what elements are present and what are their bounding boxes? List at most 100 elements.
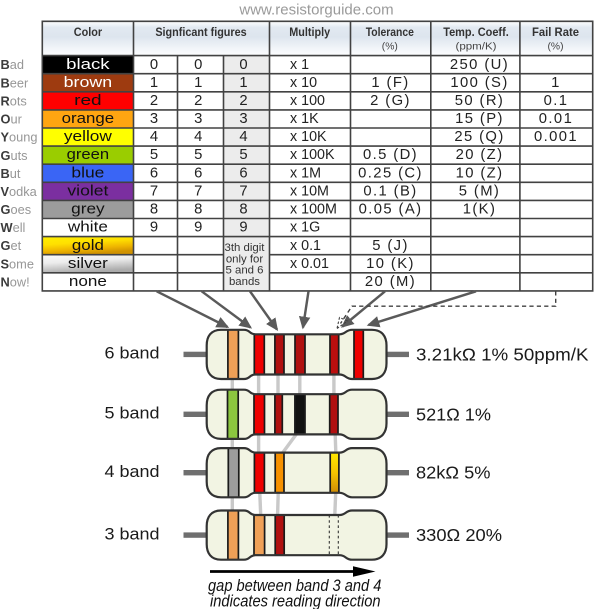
svg-text:7: 7 bbox=[194, 184, 202, 200]
svg-text:green: green bbox=[67, 146, 110, 163]
svg-text:15 (P): 15 (P) bbox=[455, 111, 504, 127]
svg-text:2 (G): 2 (G) bbox=[370, 93, 411, 109]
svg-text:Bad: Bad bbox=[1, 57, 24, 72]
svg-text:blue: blue bbox=[71, 164, 104, 181]
svg-text:x 0.01: x 0.01 bbox=[290, 256, 329, 272]
svg-text:x 1M: x 1M bbox=[290, 165, 321, 181]
svg-text:0.01: 0.01 bbox=[539, 111, 573, 127]
svg-text:100 (S): 100 (S) bbox=[450, 75, 508, 91]
svg-text:5 (M): 5 (M) bbox=[459, 184, 501, 200]
svg-text:6: 6 bbox=[239, 165, 247, 181]
svg-text:Young: Young bbox=[1, 130, 38, 145]
svg-text:Well: Well bbox=[1, 220, 26, 235]
svg-text:yellow: yellow bbox=[64, 128, 112, 145]
svg-text:gold: gold bbox=[72, 237, 104, 254]
svg-text:6 band: 6 band bbox=[105, 345, 160, 363]
svg-text:4: 4 bbox=[239, 129, 247, 145]
svg-text:3th digit: 3th digit bbox=[225, 242, 266, 254]
svg-text:gap between band 3 and 4: gap between band 3 and 4 bbox=[208, 577, 381, 595]
svg-text:bands: bands bbox=[229, 276, 260, 288]
svg-text:8: 8 bbox=[239, 202, 247, 218]
svg-text:1: 1 bbox=[150, 75, 158, 91]
svg-text:0.001: 0.001 bbox=[534, 129, 578, 145]
svg-text:Our: Our bbox=[1, 112, 23, 127]
svg-text:4: 4 bbox=[194, 129, 202, 145]
svg-text:x 10M: x 10M bbox=[290, 184, 329, 200]
svg-text:black: black bbox=[66, 56, 110, 73]
svg-text:x 1: x 1 bbox=[290, 57, 309, 73]
svg-text:grey: grey bbox=[71, 201, 105, 218]
svg-text:1: 1 bbox=[194, 75, 202, 91]
svg-text:x 100M: x 100M bbox=[290, 202, 337, 218]
svg-text:3: 3 bbox=[150, 111, 158, 127]
svg-text:none: none bbox=[69, 273, 107, 290]
svg-text:Now!: Now! bbox=[1, 275, 30, 290]
svg-text:brown: brown bbox=[64, 74, 113, 91]
svg-text:3.21kΩ 1% 50ppm/K: 3.21kΩ 1% 50ppm/K bbox=[416, 344, 589, 364]
svg-text:only for: only for bbox=[226, 253, 264, 265]
svg-text:Get: Get bbox=[1, 238, 22, 253]
svg-text:50 (R): 50 (R) bbox=[455, 93, 505, 109]
svg-text:6: 6 bbox=[150, 165, 158, 181]
svg-text:violet: violet bbox=[67, 183, 109, 200]
svg-text:0: 0 bbox=[150, 57, 158, 73]
svg-text:(%): (%) bbox=[547, 42, 563, 53]
svg-text:82kΩ 5%: 82kΩ 5% bbox=[416, 463, 491, 483]
svg-text:Rots: Rots bbox=[1, 94, 27, 109]
svg-text:5 band: 5 band bbox=[105, 405, 160, 423]
svg-text:7: 7 bbox=[150, 184, 158, 200]
svg-text:1(K): 1(K) bbox=[463, 202, 497, 218]
svg-text:x 10: x 10 bbox=[290, 75, 317, 91]
svg-text:2: 2 bbox=[239, 93, 247, 109]
svg-text:3: 3 bbox=[194, 111, 202, 127]
svg-text:Beer: Beer bbox=[1, 75, 29, 90]
svg-text:x 1G: x 1G bbox=[290, 220, 320, 236]
svg-text:(%): (%) bbox=[382, 42, 398, 53]
svg-text:x 100: x 100 bbox=[290, 93, 325, 109]
svg-text:5: 5 bbox=[194, 147, 202, 163]
svg-text:0.5 (D): 0.5 (D) bbox=[363, 147, 418, 163]
svg-text:But: But bbox=[1, 166, 21, 181]
svg-text:0.1: 0.1 bbox=[544, 93, 569, 109]
svg-text:521Ω 1%: 521Ω 1% bbox=[416, 404, 491, 424]
svg-text:x 1K: x 1K bbox=[290, 111, 319, 127]
svg-text:Some: Some bbox=[1, 256, 34, 271]
svg-text:Fail Rate: Fail Rate bbox=[532, 25, 579, 39]
svg-text:Goes: Goes bbox=[1, 202, 32, 217]
svg-text:6: 6 bbox=[194, 165, 202, 181]
svg-text:silver: silver bbox=[68, 255, 108, 272]
svg-text:20 (Z): 20 (Z) bbox=[456, 147, 504, 163]
svg-text:www.resistorguide.com: www.resistorguide.com bbox=[238, 2, 393, 19]
svg-text:Tolerance: Tolerance bbox=[366, 25, 414, 39]
svg-text:x 0.1: x 0.1 bbox=[290, 238, 321, 254]
svg-text:8: 8 bbox=[150, 202, 158, 218]
svg-text:9: 9 bbox=[194, 220, 202, 236]
svg-text:20 (M): 20 (M) bbox=[365, 274, 416, 290]
svg-text:9: 9 bbox=[239, 220, 247, 236]
svg-text:0.25 (C): 0.25 (C) bbox=[358, 165, 423, 181]
svg-text:1: 1 bbox=[239, 75, 247, 91]
svg-text:Guts: Guts bbox=[1, 148, 28, 163]
svg-text:white: white bbox=[67, 219, 108, 236]
svg-text:2: 2 bbox=[150, 93, 158, 109]
svg-text:9: 9 bbox=[150, 220, 158, 236]
svg-text:2: 2 bbox=[194, 93, 202, 109]
svg-text:3: 3 bbox=[239, 111, 247, 127]
svg-text:0.1 (B): 0.1 (B) bbox=[363, 184, 417, 200]
svg-text:1 (F): 1 (F) bbox=[371, 75, 409, 91]
svg-text:250 (U): 250 (U) bbox=[450, 57, 509, 73]
svg-text:5: 5 bbox=[150, 147, 158, 163]
svg-text:7: 7 bbox=[239, 184, 247, 200]
svg-text:x 100K: x 100K bbox=[290, 147, 335, 163]
svg-text:Color: Color bbox=[74, 25, 102, 39]
svg-text:3 band: 3 band bbox=[105, 525, 160, 543]
svg-text:Multiply: Multiply bbox=[289, 25, 330, 39]
svg-text:5 and 6: 5 and 6 bbox=[225, 265, 263, 277]
svg-text:Temp. Coeff.: Temp. Coeff. bbox=[443, 25, 509, 39]
svg-text:4: 4 bbox=[150, 129, 158, 145]
svg-text:Vodka: Vodka bbox=[1, 184, 38, 199]
svg-text:orange: orange bbox=[62, 110, 115, 127]
svg-text:(ppm/K): (ppm/K) bbox=[456, 42, 497, 53]
svg-text:10 (K): 10 (K) bbox=[366, 256, 415, 272]
svg-text:0: 0 bbox=[239, 57, 247, 73]
